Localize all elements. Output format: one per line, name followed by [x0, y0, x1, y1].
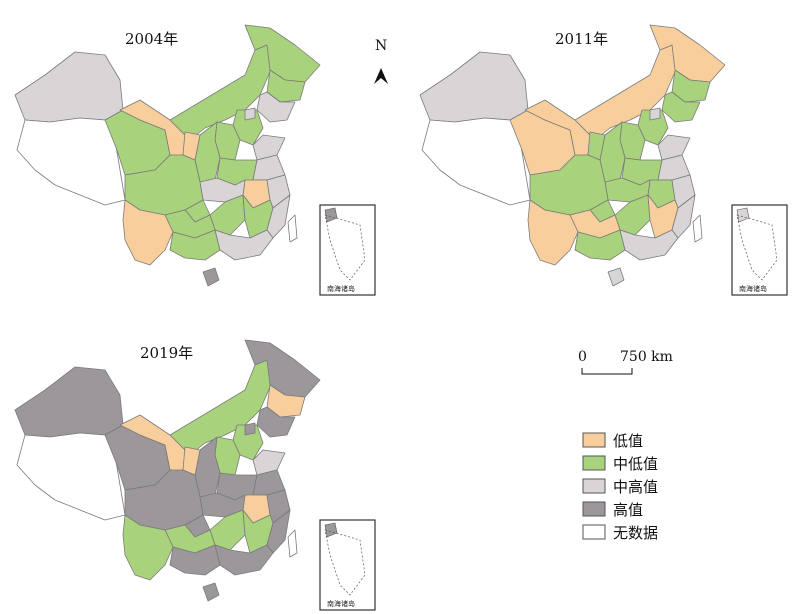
region-liaoning — [256, 406, 296, 438]
legend-label: 无数据 — [613, 524, 658, 542]
region-tibet — [421, 117, 531, 206]
legend-item: 中高值 — [582, 478, 658, 496]
legend-item: 中低值 — [582, 455, 658, 473]
map-2011: 2011年 南海诸岛 — [419, 24, 788, 296]
region-tibet — [16, 432, 126, 521]
region-liaoning — [256, 91, 296, 123]
region-guangxi — [169, 544, 221, 576]
region-hainan — [202, 582, 220, 602]
region-xinjiang — [419, 51, 529, 123]
scale-zero-label: 0 — [578, 349, 587, 365]
south-china-sea-inset: 南海诸岛 — [319, 519, 376, 611]
region-hubei — [199, 492, 246, 518]
region-taiwan — [287, 529, 298, 558]
region-guangdong — [619, 229, 679, 261]
region-taiwan — [287, 214, 298, 243]
region-xinjiang — [14, 366, 124, 438]
inset-label: 南海诸岛 — [327, 284, 355, 293]
legend-swatch — [582, 432, 606, 448]
region-yunnan — [527, 199, 579, 266]
region-xinjiang — [14, 51, 124, 123]
south-china-sea-inset: 南海诸岛 — [731, 204, 788, 296]
south-china-sea-inset: 南海诸岛 — [319, 204, 376, 296]
map-2019: 2019年 南海诸岛 — [14, 339, 376, 611]
region-shandong — [657, 134, 691, 161]
legend-label: 高值 — [613, 501, 643, 519]
region-guangdong — [214, 544, 274, 576]
map-year-label: 2019年 — [140, 344, 193, 362]
map-year-label: 2004年 — [125, 30, 178, 48]
legend-swatch — [582, 478, 606, 494]
region-tibet — [16, 117, 126, 206]
legend-item: 高值 — [582, 501, 643, 519]
region-beijing — [244, 422, 256, 436]
map-2004: 2004年 南海诸岛 N — [14, 24, 388, 296]
legend-swatch — [582, 501, 606, 517]
map-year-label: 2011年 — [555, 30, 608, 48]
inset-label: 南海诸岛 — [327, 599, 355, 608]
region-hubei — [604, 177, 651, 203]
region-shandong — [252, 449, 286, 476]
region-beijing — [649, 107, 661, 121]
legend-item: 无数据 — [582, 524, 658, 542]
region-yunnan — [122, 514, 174, 581]
inset-label: 南海诸岛 — [739, 284, 767, 293]
legend-label: 中低值 — [613, 455, 658, 473]
legend-label: 中高值 — [613, 478, 658, 496]
region-hubei — [199, 177, 246, 203]
region-guangxi — [169, 229, 221, 261]
region-taiwan — [692, 214, 703, 243]
north-arrow: N — [374, 38, 388, 84]
region-beijing — [244, 107, 256, 121]
legend-swatch — [582, 524, 606, 540]
legend-item: 低值 — [582, 432, 643, 450]
region-shandong — [252, 134, 286, 161]
region-yunnan — [122, 199, 174, 266]
region-guangxi — [574, 229, 626, 261]
region-hainan — [607, 267, 625, 287]
scale-distance-label: 750 km — [620, 349, 673, 365]
region-guangdong — [214, 229, 274, 261]
north-arrow-label: N — [375, 38, 387, 54]
legend-label: 低值 — [613, 432, 643, 450]
region-liaoning — [661, 91, 701, 123]
legend-swatch — [582, 455, 606, 471]
scale-bar: 0 750 km — [578, 349, 673, 375]
region-hainan — [202, 267, 220, 287]
